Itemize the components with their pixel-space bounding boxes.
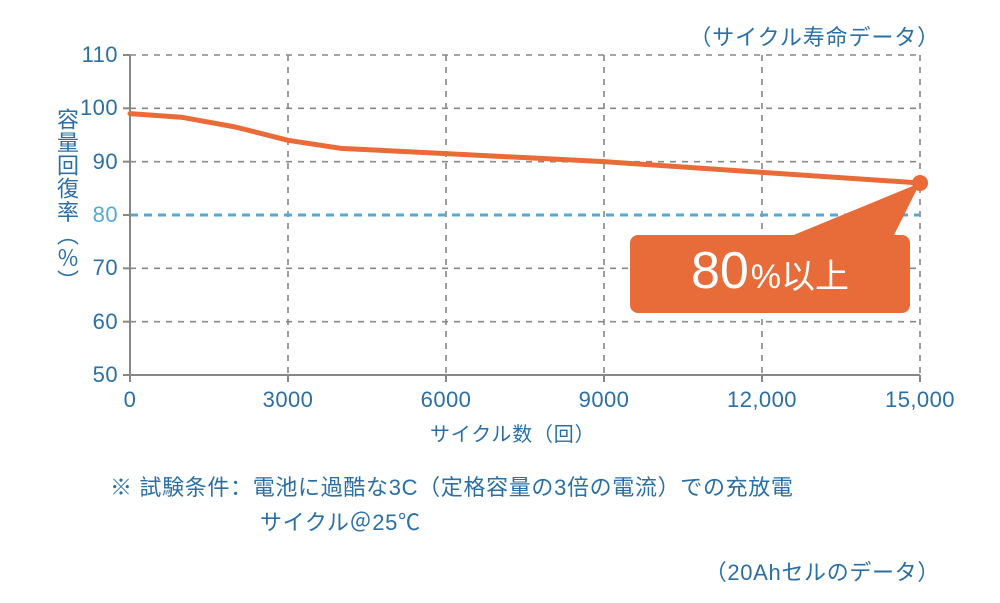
- y-tick: 110: [82, 42, 118, 68]
- x-tick: 6000: [421, 387, 472, 413]
- x-tick: 0: [124, 387, 137, 413]
- callout-box: 80 %以上: [630, 235, 910, 313]
- y-tick: 70: [93, 255, 118, 281]
- y-tick: 100: [80, 95, 118, 121]
- y-tick: 90: [93, 149, 118, 175]
- y-tick: 80: [93, 202, 118, 228]
- footnote-line2: サイクル＠25℃: [260, 505, 421, 537]
- callout-small-text: %以上: [751, 260, 849, 294]
- y-tick: 50: [93, 362, 118, 388]
- x-tick: 15,000: [885, 387, 955, 413]
- callout-big-text: 80: [691, 245, 749, 297]
- x-tick: 12,000: [727, 387, 797, 413]
- y-tick: 60: [93, 309, 118, 335]
- footnote-line3: （20Ahセルのデータ）: [705, 555, 940, 587]
- x-tick: 9000: [579, 387, 630, 413]
- x-tick: 3000: [263, 387, 314, 413]
- footnote-line1: ※ 試験条件：電池に過酷な3C（定格容量の3倍の電流）での充放電: [110, 470, 794, 502]
- chart-stage: （サイクル寿命データ） 容量回復率（％） サイクル数（回） 5060708090…: [0, 0, 1000, 603]
